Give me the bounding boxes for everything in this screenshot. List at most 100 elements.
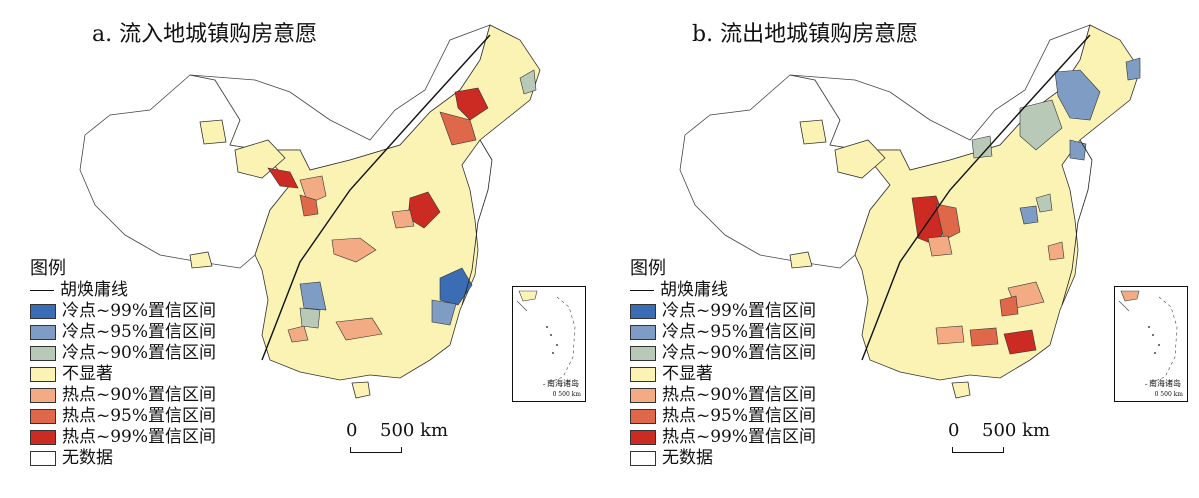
hu-line-swatch — [30, 290, 54, 291]
legend-label: 无数据 — [62, 448, 113, 468]
coastline — [1061, 139, 1093, 306]
hu-line — [261, 34, 491, 361]
hotspot-95-northeast — [439, 111, 477, 146]
south-china-sea-inset: 南海诸岛 0 500 km — [1114, 286, 1188, 402]
swatch-not-significant — [30, 367, 56, 382]
legend-item-cold-99: 冷点~99%置信区间 — [30, 301, 216, 322]
region-not-significant — [854, 24, 1141, 381]
swatch-hot-90 — [30, 388, 56, 403]
legend-item-cold-90: 冷点~90%置信区间 — [30, 343, 216, 364]
swatch-no-data — [30, 451, 56, 466]
hotspot-90-south — [335, 317, 383, 341]
map-panel-a: a. 流入地城镇购房意愿 图例 胡焕庸线 冷点~99%置信区间 冷点~95%置信… — [30, 22, 586, 469]
coldspot-90-nw — [971, 135, 993, 159]
map-title-a: a. 流入地城镇购房意愿 — [92, 22, 318, 47]
scale-zero: 0 — [948, 420, 960, 441]
swatch-hot-95 — [630, 409, 656, 424]
legend-label: 胡焕庸线 — [660, 280, 728, 300]
coldspot-95-ne-tip — [1125, 57, 1141, 81]
swatch-no-data — [630, 451, 656, 466]
hainan — [951, 381, 971, 399]
legend-item-hot-90: 热点~90%置信区间 — [630, 385, 816, 406]
legend-item-hot-95: 热点~95%置信区间 — [630, 406, 816, 427]
inset-scale: 0 500 km — [552, 391, 581, 398]
coldspot-95-north — [1019, 205, 1039, 225]
legend-label: 热点~99%置信区间 — [662, 427, 817, 447]
hotspot-90-east — [391, 209, 415, 229]
hotspot-99-north — [267, 167, 299, 189]
region-not-significant-small3 — [189, 251, 213, 269]
swatch-cold-95 — [630, 325, 656, 340]
legend-item-cold-99: 冷点~99%置信区间 — [630, 301, 816, 322]
legend-label: 胡焕庸线 — [60, 280, 128, 300]
legend-label: 无数据 — [662, 448, 713, 468]
hotspot-90-east — [1047, 241, 1065, 261]
hotspot-95-west — [935, 203, 961, 241]
legend-item-hot-95: 热点~95%置信区间 — [30, 406, 216, 427]
south-china-sea-inset: 南海诸岛 0 500 km — [512, 286, 586, 402]
inset-map — [516, 290, 576, 386]
legend-item-hot-90: 热点~90%置信区间 — [30, 385, 216, 406]
legend-label: 冷点~95%置信区间 — [62, 322, 217, 342]
coldspot-90-northeast — [519, 69, 537, 95]
coldspot-95-northeast — [1054, 69, 1101, 121]
scale-bar-a: 0 500 km — [344, 420, 454, 460]
legend-a: 图例 胡焕庸线 冷点~99%置信区间 冷点~95%置信区间 冷点~90%置信区间… — [30, 258, 216, 469]
inset-scale: 0 500 km — [1154, 391, 1183, 398]
swatch-cold-99 — [30, 304, 56, 319]
region-not-significant-small — [799, 119, 827, 145]
coldspot-95-southeast — [431, 299, 457, 326]
coldspot-90-southwest — [299, 307, 321, 329]
legend-label: 热点~90%置信区间 — [662, 385, 817, 405]
inset-label: 南海诸岛 — [547, 379, 579, 388]
swatch-hot-99 — [30, 430, 56, 445]
legend-label: 冷点~90%置信区间 — [62, 343, 217, 363]
hu-line — [861, 34, 1091, 361]
swatch-hot-90 — [630, 388, 656, 403]
legend-item-hot-99: 热点~99%置信区间 — [630, 427, 816, 448]
swatch-cold-95 — [30, 325, 56, 340]
scale-zero: 0 — [346, 420, 358, 441]
legend-item-no-data: 无数据 — [630, 448, 816, 469]
coldspot-95-northeast2 — [1069, 139, 1087, 161]
hotspot-95-southeast — [999, 295, 1019, 317]
legend-label: 热点~95%置信区间 — [62, 406, 217, 426]
legend-item-no-data: 无数据 — [30, 448, 216, 469]
hotspot-90-south2 — [935, 325, 965, 345]
legend-item-cold-95: 冷点~95%置信区间 — [30, 322, 216, 343]
swatch-cold-90 — [630, 346, 656, 361]
legend-item-hu-line: 胡焕庸线 — [630, 280, 816, 301]
scale-line — [952, 447, 1004, 453]
china-map-b — [679, 24, 1141, 399]
region-not-significant-small2 — [234, 139, 286, 179]
legend-label: 冷点~99%置信区间 — [62, 301, 217, 321]
coldspot-90-northeast — [1019, 99, 1063, 151]
legend-b: 图例 胡焕庸线 冷点~99%置信区间 冷点~95%置信区间 冷点~90%置信区间… — [630, 258, 816, 469]
region-not-significant-small2 — [834, 139, 886, 179]
legend-title: 图例 — [30, 258, 66, 279]
hotspot-95-south — [969, 327, 999, 347]
legend-label: 不显著 — [662, 364, 713, 384]
legend-label: 不显著 — [62, 364, 113, 384]
map-title-b: b. 流出地城镇购房意愿 — [692, 22, 919, 47]
legend-item-not-significant: 不显著 — [630, 364, 816, 385]
legend-label: 热点~90%置信区间 — [62, 385, 217, 405]
legend-item-not-significant: 不显著 — [30, 364, 216, 385]
inset-label: 南海诸岛 — [1149, 379, 1181, 388]
swatch-cold-90 — [30, 346, 56, 361]
scale-line — [350, 447, 402, 453]
swatch-hot-99 — [630, 430, 656, 445]
legend-item-hu-line: 胡焕庸线 — [30, 280, 216, 301]
hotspot-95-north — [299, 194, 319, 217]
scale-length: 500 km — [982, 420, 1051, 441]
scale-bar-b: 0 500 km — [946, 420, 1056, 460]
hotspot-90-south2 — [287, 325, 309, 343]
swatch-not-significant — [630, 367, 656, 382]
region-not-significant-small — [199, 119, 227, 145]
region-not-significant-small3 — [789, 251, 813, 269]
swatch-hot-95 — [30, 409, 56, 424]
map-panel-b: b. 流出地城镇购房意愿 图例 胡焕庸线 冷点~99%置信区间 冷点~95%置信… — [600, 0, 1199, 498]
legend-label: 冷点~99%置信区间 — [662, 301, 817, 321]
legend-title: 图例 — [630, 258, 666, 279]
scale-length: 500 km — [380, 420, 449, 441]
